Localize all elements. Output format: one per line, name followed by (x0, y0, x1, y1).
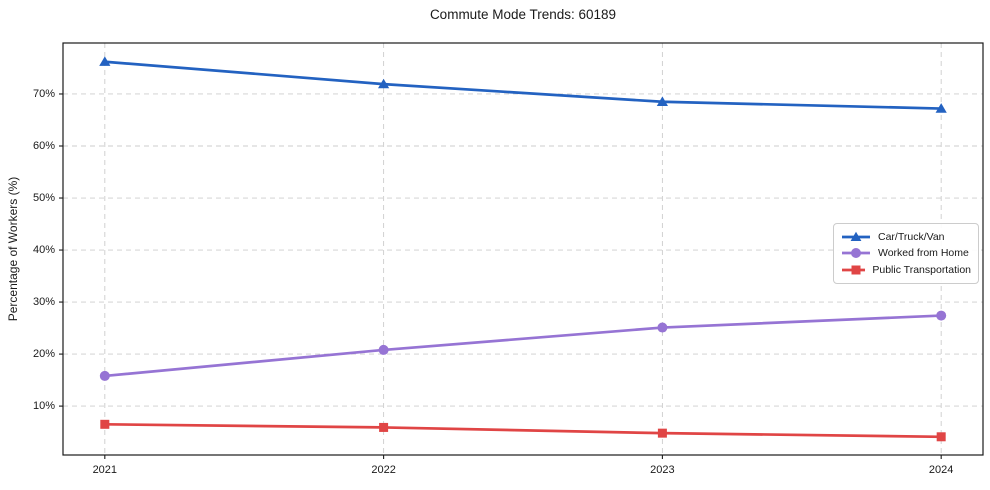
x-tick-label: 2024 (928, 464, 954, 476)
y-tick-label: 20% (32, 348, 55, 361)
plot-border (62, 42, 984, 456)
triangle-marker (99, 56, 111, 66)
series-line (103, 60, 943, 110)
legend: Car/Truck/Van Worked from Home Public Tran… (833, 223, 979, 284)
square-marker (657, 428, 667, 438)
triangle-marker (656, 96, 668, 106)
legend-label: Worked from Home (878, 247, 969, 260)
y-tick-label: 50% (32, 192, 55, 205)
x-tick-label: 2023 (650, 464, 675, 476)
square-legend-sample-icon (842, 265, 866, 275)
y-tick-label: 60% (32, 140, 55, 152)
y-tick-label: 40% (32, 244, 55, 257)
chart-title: Commute Mode Trends: 60189 (429, 7, 617, 22)
triangle-marker (935, 103, 947, 113)
series-line (103, 422, 943, 439)
circle-marker (657, 322, 668, 333)
legend-label: Public Transportation (872, 263, 971, 276)
square-marker (936, 432, 946, 442)
x-tick-label: 2022 (371, 464, 396, 476)
y-tick-label: 10% (32, 400, 55, 413)
series-line (103, 314, 943, 378)
circle-legend-sample-icon (842, 248, 870, 259)
circle-marker (378, 344, 389, 355)
triangle-marker (378, 78, 390, 89)
circle-marker (936, 310, 947, 321)
square-marker (379, 422, 389, 432)
y-tick-label: 30% (32, 296, 55, 309)
legend-entry: Worked from Home (841, 245, 971, 261)
square-marker (100, 419, 110, 429)
circle-marker (99, 370, 110, 381)
triangle-legend-sample-icon (842, 231, 870, 242)
legend-entry: Public Transportation (841, 262, 971, 278)
y-tick-label: 70% (32, 87, 55, 100)
legend-entry: Car/Truck/Van (841, 229, 971, 245)
legend-label: Car/Truck/Van (878, 231, 945, 244)
x-tick-label: 2021 (92, 464, 118, 476)
